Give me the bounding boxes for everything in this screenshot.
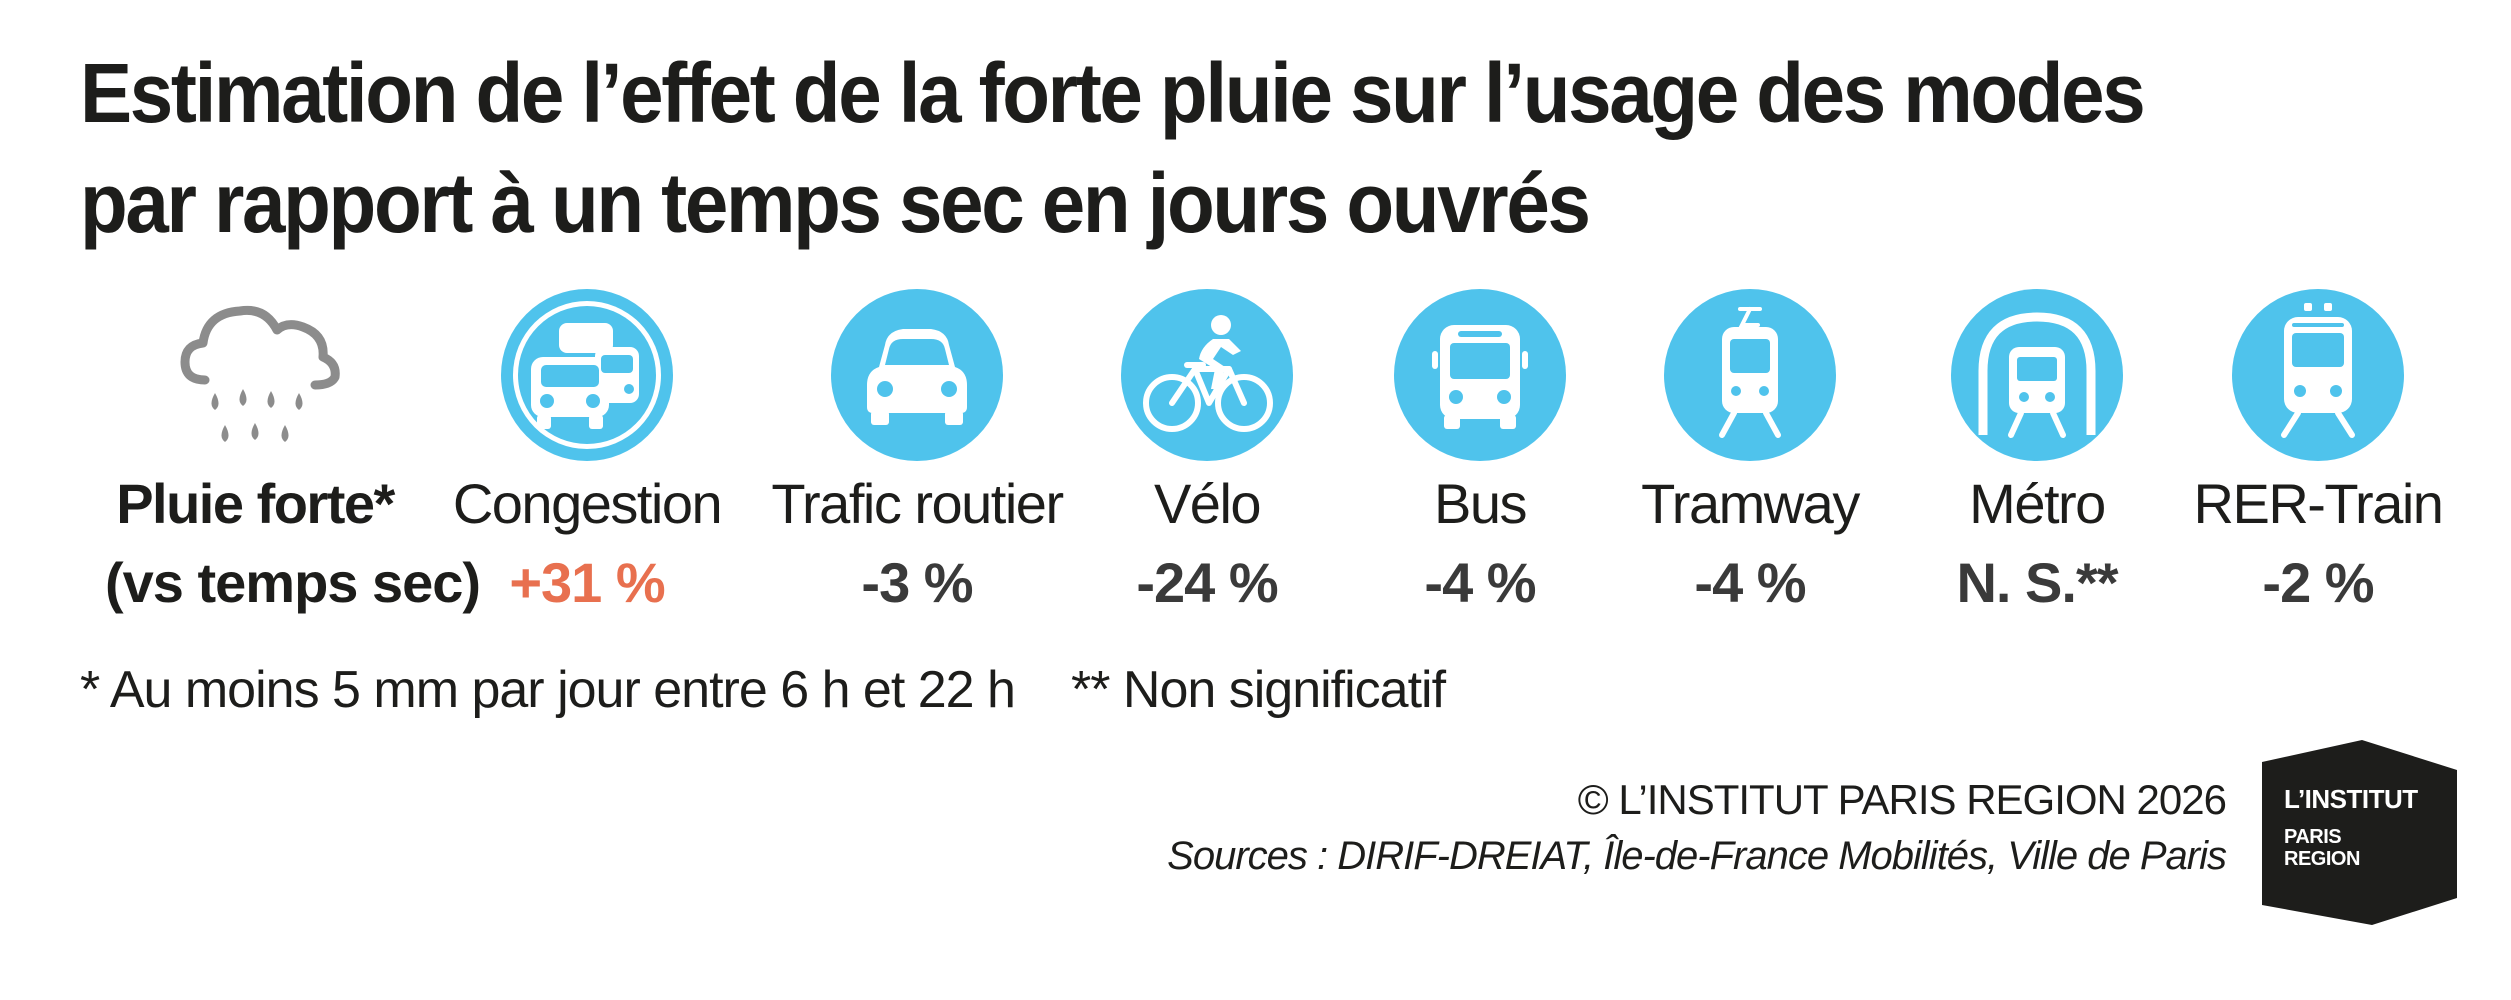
mode-rer-train: RER-Train -2 % bbox=[2168, 285, 2468, 623]
traffic-jam-icon bbox=[501, 289, 673, 461]
mode-label: RER-Train bbox=[2193, 472, 2444, 535]
institut-logo: L’INSTITUT PARIS REGION bbox=[2262, 740, 2457, 925]
rain-sublabel: (vs temps sec) bbox=[105, 551, 481, 614]
mode-value: -2 % bbox=[2262, 551, 2374, 614]
mode-metro: Métro N. S.** bbox=[1887, 285, 2187, 623]
mode-value: -3 % bbox=[861, 551, 973, 614]
mode-value: -4 % bbox=[1694, 551, 1806, 614]
train-icon bbox=[2232, 289, 2404, 461]
copyright: © L’INSTITUT PARIS REGION 2026 bbox=[1577, 776, 2227, 823]
mode-velo: Vélo -24 % bbox=[1057, 285, 1357, 623]
rain-column: Pluie forte* (vs temps sec) bbox=[105, 285, 481, 623]
tram-icon bbox=[1664, 289, 1836, 461]
mode-value: N. S.** bbox=[1956, 551, 2118, 614]
mode-label: Métro bbox=[1969, 472, 2106, 535]
mode-label: Bus bbox=[1434, 472, 1528, 535]
mode-trafic-routier: Trafic routier -3 % bbox=[767, 285, 1067, 623]
bus-icon bbox=[1394, 289, 1566, 461]
mode-value: -24 % bbox=[1136, 551, 1278, 614]
mode-label: Tramway bbox=[1641, 472, 1860, 535]
credits: © L’INSTITUT PARIS REGION 2026 Sources :… bbox=[1167, 772, 2227, 884]
footnote-rain: * Au moins 5 mm par jour entre 6 h et 22… bbox=[80, 661, 1016, 719]
metro-icon bbox=[1951, 289, 2123, 461]
footnotes: * Au moins 5 mm par jour entre 6 h et 22… bbox=[80, 660, 1446, 720]
mode-label: Trafic routier bbox=[771, 472, 1064, 535]
mode-value: +31 % bbox=[509, 551, 665, 614]
rain-cloud-icon bbox=[180, 305, 340, 442]
mode-label: Vélo bbox=[1153, 472, 1262, 535]
page-title: Estimation de l’effet de la forte pluie … bbox=[80, 46, 2146, 250]
rain-label: Pluie forte* bbox=[116, 472, 395, 535]
mode-congestion: Congestion +31 % bbox=[437, 285, 737, 623]
mode-value: -4 % bbox=[1424, 551, 1536, 614]
sources: Sources : DIRIF-DREIAT, Île-de-France Mo… bbox=[1167, 834, 2227, 878]
mode-label: Congestion bbox=[452, 472, 723, 535]
mode-tramway: Tramway -4 % bbox=[1600, 285, 1900, 623]
logo-main-text: L’INSTITUT bbox=[2284, 784, 2418, 814]
footnote-ns: ** Non significatif bbox=[1070, 661, 1446, 719]
bicycle-icon bbox=[1121, 289, 1293, 461]
logo-line-2: REGION bbox=[2284, 848, 2360, 870]
logo-line-1: PARIS bbox=[2284, 826, 2342, 848]
mode-bus: Bus -4 % bbox=[1330, 285, 1630, 623]
car-icon bbox=[831, 289, 1003, 461]
